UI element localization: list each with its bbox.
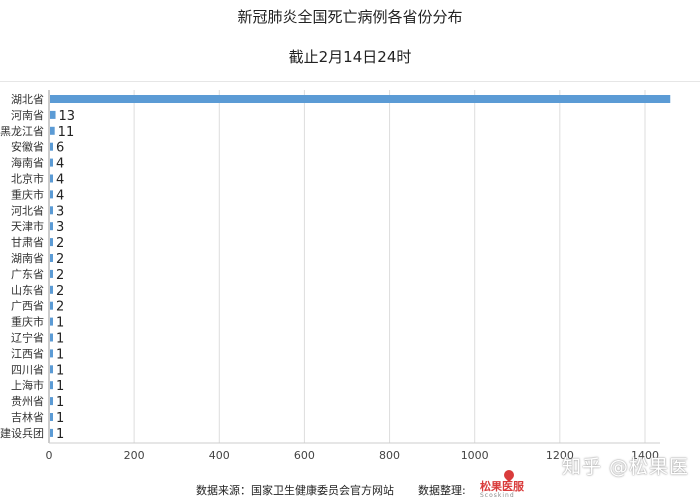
category-label: 河北省	[11, 204, 44, 217]
data-label: 1	[56, 332, 64, 347]
watermark-text: 知乎 @松果医	[562, 456, 690, 478]
data-label: 4	[56, 157, 64, 172]
logo-subtext: Scoskind	[480, 492, 515, 499]
bar	[50, 413, 53, 421]
logo-text: 松果医服	[480, 480, 524, 493]
data-label: 3	[56, 220, 64, 235]
x-tick-label: 200	[124, 449, 145, 462]
data-organizer-label: 数据整理:	[418, 484, 466, 497]
data-label: 13	[59, 109, 76, 124]
data-label: 4	[56, 188, 64, 203]
bar	[50, 269, 53, 278]
x-tick-label: 600	[294, 449, 315, 462]
category-label: 辽宁省	[11, 331, 44, 345]
category-label: 贵州省	[11, 395, 44, 408]
bar	[50, 174, 53, 183]
bar	[50, 428, 53, 437]
bar	[50, 317, 53, 326]
chart-title: 新冠肺炎全国死亡病例各省份分布	[237, 8, 463, 26]
bar	[50, 349, 53, 358]
category-label: 北京市	[11, 172, 44, 186]
x-tick-label: 800	[379, 449, 400, 462]
category-label: 广东省	[11, 268, 44, 281]
bar	[50, 142, 53, 151]
data-label: 6	[56, 141, 64, 156]
category-label: 上海市	[11, 378, 44, 392]
category-label: 广西省	[11, 300, 44, 313]
bar	[50, 301, 53, 310]
category-label: 建设兵团	[0, 426, 44, 440]
data-label: 1	[56, 411, 64, 426]
bar	[50, 381, 53, 390]
data-label: 3	[56, 204, 64, 219]
category-label: 湖南省	[11, 252, 44, 265]
bar	[50, 222, 53, 231]
category-label: 四川省	[11, 363, 44, 376]
data-label: 1	[56, 427, 64, 442]
bar	[50, 254, 53, 262]
bar	[50, 110, 56, 119]
bar	[50, 206, 53, 215]
bar	[50, 190, 53, 199]
category-label: 安徽省	[11, 140, 44, 154]
x-tick-label: 1200	[546, 449, 574, 462]
bar	[50, 333, 53, 342]
data-label: 2	[56, 252, 64, 267]
data-label: 2	[56, 268, 64, 283]
category-label: 重庆市	[11, 315, 44, 329]
chart-subtitle: 截止2月14日24时	[288, 48, 412, 66]
data-label: 2	[56, 284, 64, 299]
x-tick-label: 400	[209, 449, 230, 462]
data-label: 11	[58, 125, 75, 140]
category-label: 天津市	[11, 219, 44, 233]
x-tick-label: 1400	[631, 449, 659, 462]
data-label: 2	[56, 300, 64, 315]
data-label: 2	[56, 236, 64, 251]
bar	[50, 365, 53, 374]
data-label: 1	[56, 363, 64, 378]
category-label: 甘肃省	[11, 236, 44, 249]
title-divider	[0, 81, 700, 82]
category-label: 江西省	[11, 347, 44, 360]
x-tick-label: 1000	[461, 449, 489, 462]
category-label: 海南省	[11, 156, 44, 170]
data-label: 1	[56, 395, 64, 410]
category-label: 重庆市	[11, 187, 44, 201]
category-label: 湖北省	[11, 93, 44, 106]
bar	[50, 238, 53, 247]
bar	[50, 95, 671, 103]
bar	[50, 126, 55, 135]
data-label: 1	[56, 347, 64, 362]
category-label: 山东省	[11, 284, 44, 297]
category-label: 吉林省	[11, 410, 44, 424]
data-label: 1	[56, 379, 64, 394]
bar	[50, 285, 53, 294]
brand-logo: 松果医服 Scoskind	[478, 467, 544, 500]
data-label: 1	[56, 316, 64, 331]
data-label: 4	[56, 173, 64, 188]
category-label: 黑龙江省	[0, 125, 44, 138]
bar	[50, 397, 53, 406]
category-label: 河南省	[11, 109, 44, 122]
bar	[50, 158, 53, 167]
x-tick-label: 0	[46, 449, 53, 462]
data-source-note: 数据来源：国家卫生健康委员会官方网站	[196, 484, 394, 497]
